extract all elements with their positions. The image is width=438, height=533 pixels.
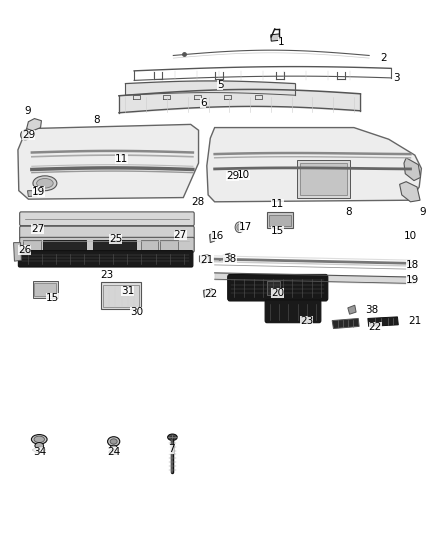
Ellipse shape — [32, 434, 47, 444]
Text: 19: 19 — [32, 187, 45, 197]
Circle shape — [237, 224, 242, 230]
Polygon shape — [199, 255, 209, 264]
Bar — [141, 240, 158, 249]
Text: 23: 23 — [300, 316, 313, 326]
Text: 27: 27 — [31, 224, 44, 234]
Text: 15: 15 — [46, 293, 60, 303]
FancyBboxPatch shape — [20, 226, 194, 239]
Polygon shape — [404, 158, 420, 181]
Polygon shape — [209, 233, 215, 243]
Bar — [35, 284, 56, 296]
Text: 31: 31 — [121, 286, 134, 296]
Text: 11: 11 — [271, 199, 284, 209]
Text: 6: 6 — [200, 98, 206, 108]
Polygon shape — [28, 191, 37, 197]
Text: 17: 17 — [239, 222, 252, 232]
Polygon shape — [18, 124, 198, 199]
Text: 21: 21 — [200, 255, 214, 265]
FancyBboxPatch shape — [18, 251, 193, 267]
Text: 7: 7 — [168, 445, 174, 455]
Text: 27: 27 — [174, 230, 187, 240]
Ellipse shape — [21, 130, 30, 140]
Text: 10: 10 — [237, 171, 250, 180]
Ellipse shape — [108, 437, 120, 446]
FancyBboxPatch shape — [228, 274, 328, 301]
Text: 26: 26 — [18, 245, 31, 255]
Text: 38: 38 — [365, 305, 378, 315]
Bar — [160, 240, 178, 249]
Bar — [300, 163, 347, 196]
Ellipse shape — [33, 447, 46, 453]
Bar — [267, 213, 293, 228]
Bar — [43, 240, 86, 249]
Polygon shape — [27, 118, 42, 131]
Bar — [23, 240, 41, 249]
Text: 9: 9 — [419, 207, 426, 217]
Text: 1: 1 — [278, 37, 284, 47]
Text: 29: 29 — [22, 130, 35, 140]
Text: 38: 38 — [223, 254, 237, 264]
Ellipse shape — [35, 442, 44, 449]
Bar — [269, 215, 291, 226]
Text: 22: 22 — [205, 289, 218, 299]
Text: 28: 28 — [32, 186, 45, 196]
Text: 9: 9 — [25, 106, 31, 116]
FancyBboxPatch shape — [20, 237, 194, 252]
Text: 21: 21 — [408, 316, 421, 326]
Text: 22: 22 — [369, 322, 382, 333]
Ellipse shape — [109, 450, 118, 455]
Text: 23: 23 — [101, 270, 114, 280]
Ellipse shape — [168, 434, 177, 440]
Bar — [297, 160, 350, 198]
Polygon shape — [203, 289, 213, 297]
Text: 29: 29 — [226, 172, 239, 181]
Text: 24: 24 — [107, 447, 120, 457]
Polygon shape — [223, 253, 231, 262]
Ellipse shape — [37, 179, 53, 188]
Polygon shape — [399, 182, 420, 202]
Text: 2: 2 — [380, 53, 387, 63]
Ellipse shape — [110, 439, 117, 444]
Polygon shape — [207, 127, 421, 202]
Ellipse shape — [170, 435, 176, 439]
Bar — [102, 282, 141, 309]
Polygon shape — [368, 317, 398, 326]
Text: 30: 30 — [130, 306, 143, 317]
Text: 25: 25 — [109, 235, 122, 245]
Text: 34: 34 — [33, 447, 46, 457]
Bar — [267, 281, 280, 295]
Text: 10: 10 — [403, 231, 417, 241]
Text: 16: 16 — [211, 231, 224, 241]
Bar — [103, 285, 139, 307]
FancyBboxPatch shape — [20, 212, 194, 225]
Text: 20: 20 — [271, 288, 284, 298]
Bar — [33, 281, 58, 298]
Text: 19: 19 — [406, 275, 420, 285]
Polygon shape — [348, 305, 356, 314]
FancyBboxPatch shape — [265, 300, 321, 322]
Text: 3: 3 — [393, 73, 400, 83]
Text: 15: 15 — [271, 226, 284, 236]
Ellipse shape — [34, 436, 45, 442]
Bar — [271, 34, 280, 41]
Text: 11: 11 — [115, 154, 128, 164]
Text: 5: 5 — [217, 80, 223, 90]
Polygon shape — [14, 243, 21, 261]
Text: 18: 18 — [406, 261, 420, 270]
Circle shape — [235, 222, 244, 232]
Text: 8: 8 — [93, 115, 99, 125]
Ellipse shape — [33, 176, 57, 191]
Text: 8: 8 — [345, 207, 352, 217]
Bar — [93, 240, 136, 249]
Polygon shape — [332, 318, 359, 328]
Text: 28: 28 — [191, 197, 205, 207]
Ellipse shape — [110, 445, 117, 450]
